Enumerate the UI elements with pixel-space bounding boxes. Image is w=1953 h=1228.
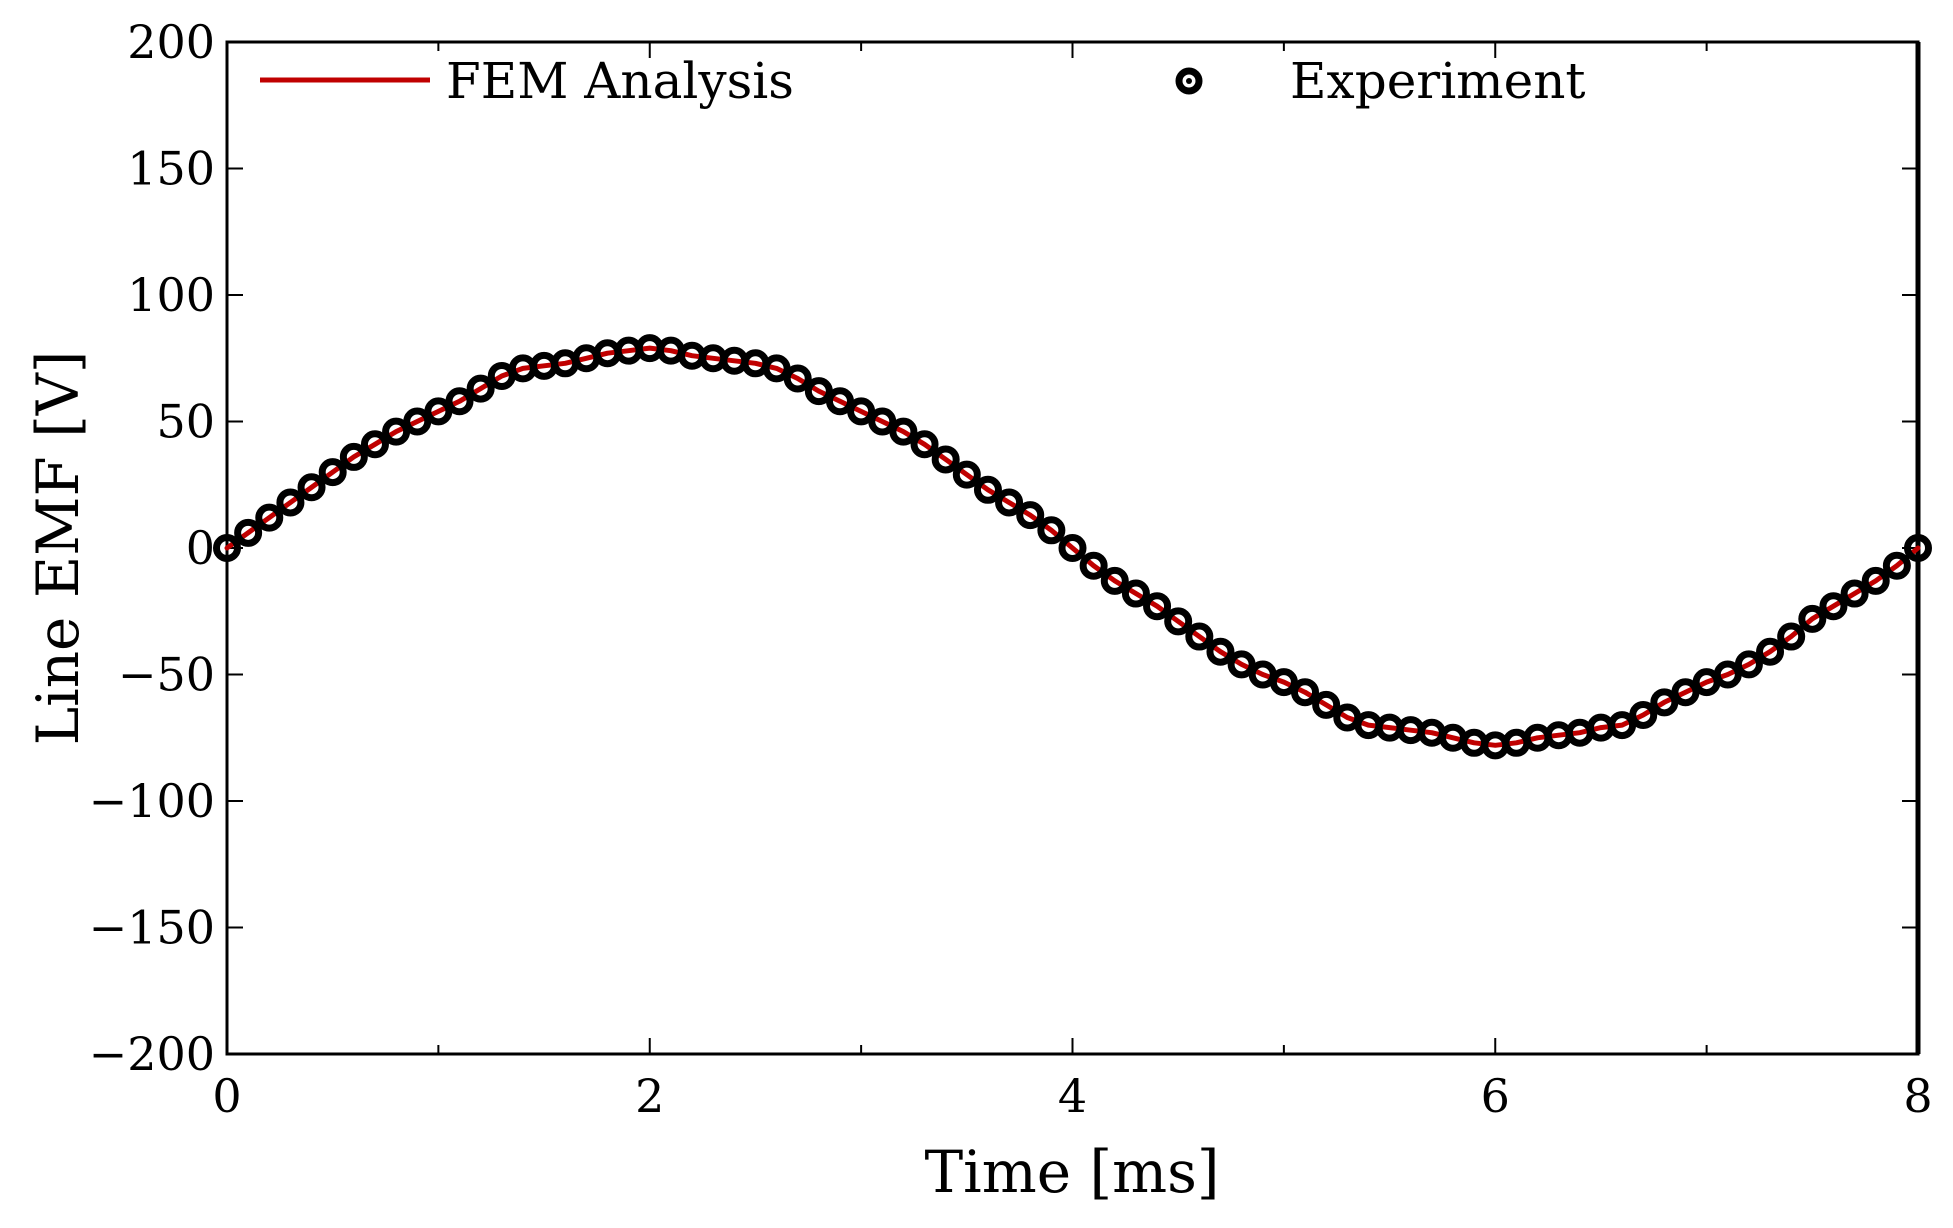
experiment-point — [1481, 731, 1510, 760]
experiment-point — [973, 475, 1002, 504]
y-tick-label: −150 — [89, 901, 215, 955]
experiment-point — [1269, 668, 1298, 697]
legend-experiment-label: Experiment — [1290, 52, 1585, 110]
experiment-point — [1312, 690, 1341, 719]
experiment-point — [1756, 637, 1785, 666]
experiment-series — [213, 334, 1932, 760]
experiment-point — [889, 417, 918, 446]
experiment-point — [1291, 678, 1320, 707]
experiment-point — [234, 518, 263, 547]
experiment-point — [1375, 713, 1404, 742]
legend: FEM Analysis Experiment — [260, 52, 1585, 110]
experiment-point — [1840, 579, 1869, 608]
experiment-point — [1798, 604, 1827, 633]
experiment-point — [466, 374, 495, 403]
x-tick-label: 8 — [1903, 1069, 1932, 1123]
experiment-point — [699, 344, 728, 373]
experiment-point — [1185, 622, 1214, 651]
experiment-point — [339, 442, 368, 471]
experiment-point — [1734, 650, 1763, 679]
experiment-point — [255, 503, 284, 532]
experiment-point — [318, 458, 347, 487]
experiment-point — [1100, 566, 1129, 595]
experiment-point — [530, 351, 559, 380]
experiment-point — [424, 397, 453, 426]
experiment-point — [1121, 579, 1150, 608]
y-tick-label: −50 — [118, 648, 215, 702]
y-tick-label: 150 — [127, 142, 215, 196]
experiment-point — [1629, 700, 1658, 729]
experiment-point — [1143, 592, 1172, 621]
experiment-point — [804, 377, 833, 406]
experiment-point — [1819, 592, 1848, 621]
experiment-point — [1058, 534, 1087, 562]
experiment-point — [783, 364, 812, 393]
legend-experiment-marker-center — [1186, 78, 1192, 84]
experiment-point — [825, 387, 854, 416]
experiment-point — [276, 488, 305, 517]
y-tick-label: −100 — [89, 774, 215, 828]
experiment-point — [508, 354, 537, 383]
experiment-point — [1016, 501, 1045, 530]
experiment-point — [1586, 713, 1615, 742]
x-axis-title: Time [ms] — [924, 1138, 1219, 1206]
experiment-point — [1354, 711, 1383, 740]
experiment-point — [1037, 516, 1066, 545]
experiment-point — [614, 336, 643, 365]
experiment-point — [995, 488, 1024, 517]
experiment-point — [360, 430, 389, 459]
experiment-point — [593, 339, 622, 368]
experiment-point — [1904, 534, 1932, 562]
experiment-point — [382, 417, 411, 446]
experiment-point — [762, 354, 791, 383]
experiment-point — [720, 346, 749, 375]
experiment-point — [1079, 551, 1108, 580]
x-tick-label: 6 — [1481, 1069, 1510, 1123]
y-axis-title: Line EMF [V] — [24, 351, 92, 746]
experiment-point — [1460, 728, 1489, 757]
axis-ticks: −200 −150 −100 −50 0 50 100 150 200 0 2 4 6 8 — [89, 15, 1933, 1123]
experiment-point — [1544, 721, 1573, 750]
y-tick-label: 50 — [156, 395, 215, 449]
experiment-point — [931, 445, 960, 474]
experiment-point — [213, 534, 241, 562]
x-tick-label: 0 — [212, 1069, 241, 1123]
legend-experiment-marker — [1175, 67, 1203, 95]
x-tick-label: 2 — [635, 1069, 664, 1123]
y-tick-label: 0 — [186, 521, 215, 575]
y-tick-label: −200 — [89, 1027, 215, 1081]
experiment-point — [1206, 637, 1235, 666]
experiment-point — [1227, 650, 1256, 679]
experiment-point — [445, 387, 474, 416]
x-tick-label: 4 — [1058, 1069, 1087, 1123]
experiment-point — [952, 460, 981, 489]
y-tick-label: 100 — [127, 268, 215, 322]
experiment-point — [1713, 660, 1742, 689]
experiment-point — [1861, 566, 1890, 595]
experiment-point — [297, 473, 326, 502]
experiment-point — [1164, 607, 1193, 636]
experiment-point — [1671, 678, 1700, 707]
experiment-point — [910, 430, 939, 459]
experiment-point — [847, 397, 876, 426]
experiment-point — [635, 334, 664, 363]
experiment-point — [868, 407, 897, 436]
experiment-point — [403, 407, 432, 436]
experiment-point — [1523, 723, 1552, 752]
experiment-point — [1650, 688, 1679, 717]
experiment-point — [1396, 716, 1425, 745]
experiment-point — [678, 341, 707, 370]
experiment-point — [1882, 551, 1911, 580]
experiment-point — [1777, 622, 1806, 651]
experiment-point — [1608, 711, 1637, 740]
y-tick-label: 200 — [127, 15, 215, 69]
legend-fem-label: FEM Analysis — [446, 52, 794, 110]
